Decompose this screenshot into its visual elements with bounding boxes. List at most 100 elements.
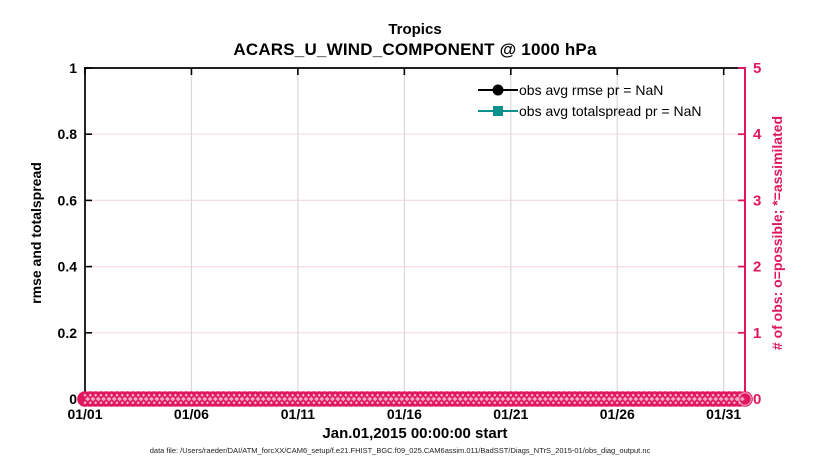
obs-marker-speck: [259, 401, 263, 405]
obs-marker-speck: [312, 393, 316, 397]
obs-marker-speck: [541, 393, 545, 397]
obs-marker-speck: [562, 393, 566, 397]
obs-marker-speck: [674, 401, 678, 405]
obs-marker-speck: [409, 396, 415, 402]
obs-marker-speck: [487, 401, 492, 405]
obs-marker-speck: [551, 401, 555, 405]
obs-marker-speck: [450, 401, 454, 405]
x-axis-label: Jan.01,2015 00:00:00 start: [322, 425, 508, 442]
y-tick-label-left: 0.8: [58, 126, 78, 142]
obs-marker-speck: [306, 393, 311, 397]
obs-marker-speck: [658, 393, 662, 397]
obs-marker-speck: [418, 401, 422, 405]
y-tick-label-left: 0.2: [58, 325, 78, 341]
obs-marker-speck: [636, 393, 641, 397]
x-tick-label: 01/21: [493, 406, 528, 422]
obs-marker-speck: [466, 393, 470, 397]
obs-marker-speck: [663, 393, 667, 397]
obs-marker-speck: [695, 401, 699, 405]
obs-marker-speck: [429, 393, 433, 397]
obs-marker-speck: [578, 401, 582, 405]
obs-marker-speck: [259, 393, 263, 397]
obs-marker-speck: [530, 401, 534, 405]
line-square-marker-icon: [478, 105, 518, 116]
y-tick-label-left: 0.4: [58, 259, 78, 275]
obs-marker-speck: [317, 401, 321, 405]
obs-marker-speck: [314, 396, 319, 402]
obs-marker-speck: [324, 396, 330, 402]
obs-marker-speck: [652, 393, 657, 397]
obs-marker-speck: [590, 396, 596, 402]
x-tick-label: 01/16: [387, 406, 422, 422]
obs-marker-speck: [713, 396, 719, 402]
obs-marker-speck: [328, 401, 332, 405]
obs-marker-speck: [413, 393, 417, 397]
obs-marker-speck: [482, 401, 486, 405]
obs-marker-speck: [445, 401, 449, 405]
obs-marker-speck: [684, 393, 689, 397]
obs-marker-speck: [530, 393, 534, 397]
obs-marker-speck: [202, 396, 208, 402]
obs-marker-speck: [599, 401, 603, 405]
obs-marker-speck: [441, 396, 447, 402]
obs-marker-speck: [115, 401, 119, 405]
obs-marker-speck: [434, 393, 438, 397]
obs-marker-speck: [275, 401, 279, 405]
obs-marker-speck: [85, 396, 91, 402]
obs-marker-speck: [732, 393, 736, 397]
obs-marker-speck: [83, 401, 87, 405]
obs-marker-speck: [376, 393, 380, 397]
obs-marker-speck: [322, 401, 327, 405]
obs-marker-speck: [711, 401, 715, 405]
obs-marker-speck: [697, 396, 703, 402]
obs-marker-speck: [456, 401, 460, 405]
obs-marker-speck: [594, 393, 598, 397]
obs-marker-speck: [221, 393, 225, 397]
obs-marker-speck: [306, 401, 311, 405]
x-tick-label: 01/31: [706, 406, 741, 422]
obs-marker-speck: [617, 396, 623, 402]
obs-marker-speck: [195, 393, 199, 397]
obs-marker-speck: [668, 393, 673, 397]
obs-marker-speck: [296, 401, 300, 405]
obs-marker-speck: [141, 393, 146, 397]
obs-marker-speck: [493, 393, 497, 397]
y-axis-label-left: rmse and totalspread: [28, 162, 44, 304]
obs-marker-speck: [301, 401, 305, 405]
obs-marker-speck: [408, 393, 412, 397]
obs-marker-speck: [722, 401, 726, 405]
obs-marker-speck: [106, 396, 112, 402]
obs-marker-speck: [457, 396, 463, 402]
obs-marker-speck: [665, 396, 671, 402]
obs-marker-speck: [291, 393, 295, 397]
obs-marker-speck: [601, 396, 607, 402]
obs-marker-speck: [535, 401, 539, 405]
obs-marker-speck: [282, 396, 288, 402]
obs-marker-speck: [354, 401, 359, 405]
data-file-caption: data file: /Users/raeder/DAI/ATM_forcXX/…: [149, 446, 651, 455]
y-tick-label-right: 5: [753, 60, 761, 77]
obs-marker-speck: [205, 393, 209, 397]
obs-marker-speck: [456, 393, 460, 397]
obs-marker-speck: [519, 401, 524, 405]
x-tick-label: 01/26: [600, 406, 635, 422]
obs-marker-speck: [269, 401, 273, 405]
obs-marker-speck: [647, 393, 651, 397]
obs-marker-speck: [642, 401, 646, 405]
obs-marker-speck: [509, 393, 513, 397]
y-tick-label-left: 0.6: [58, 192, 78, 208]
obs-marker-speck: [493, 401, 497, 405]
obs-marker-speck: [260, 396, 266, 402]
obs-marker-speck: [370, 393, 374, 397]
obs-marker-speck: [700, 393, 704, 397]
y-tick-label-right: 2: [753, 259, 761, 276]
obs-marker-speck: [298, 396, 303, 402]
obs-marker-speck: [633, 396, 639, 402]
obs-marker-speck: [370, 401, 374, 405]
obs-marker-speck: [393, 396, 399, 402]
obs-marker-speck: [285, 393, 289, 397]
obs-marker-speck: [338, 393, 343, 397]
y-axis-label-right: # of obs: o=possible; *=assimilated: [769, 115, 785, 351]
